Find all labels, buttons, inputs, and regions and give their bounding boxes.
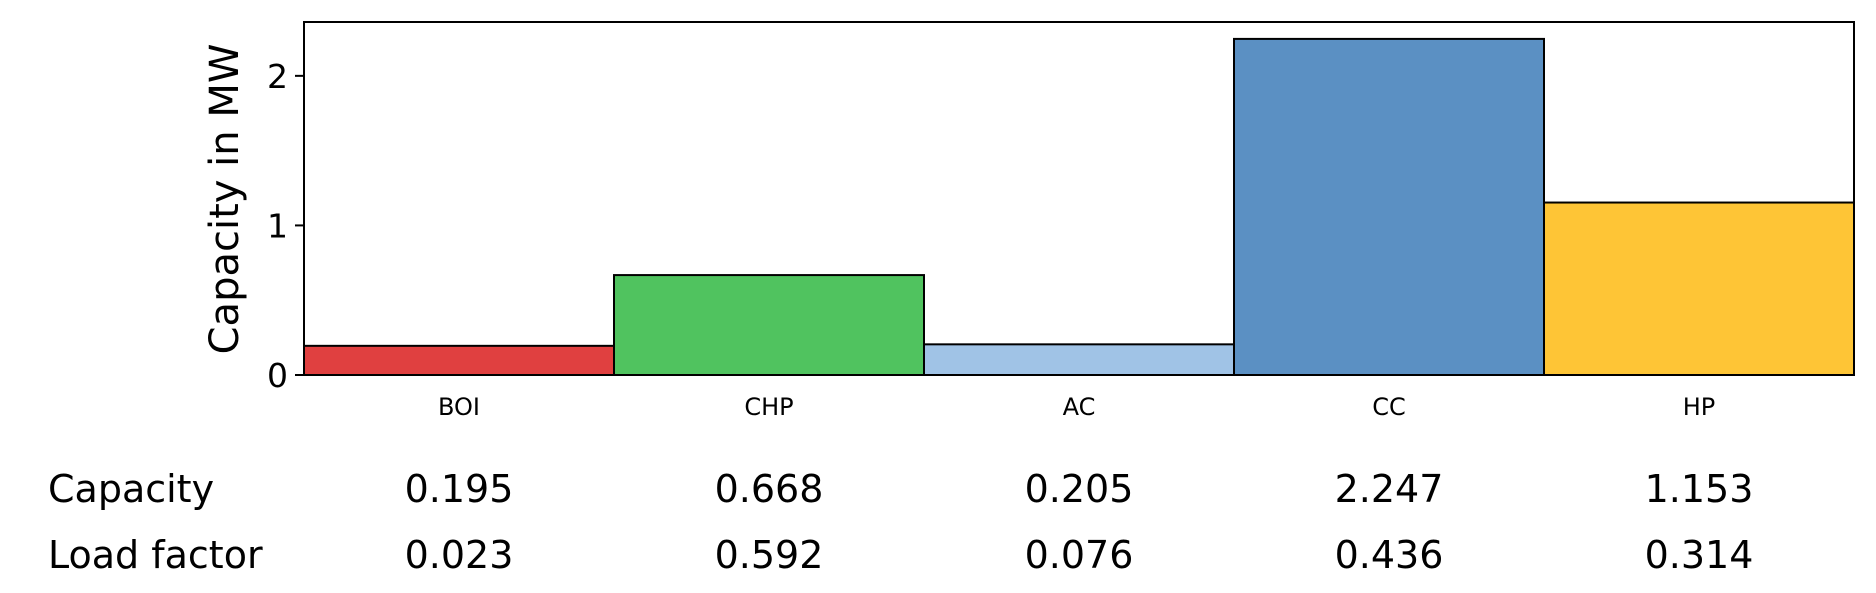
table-cell: 0.076 — [1025, 533, 1134, 577]
bar-boi — [303, 344, 615, 377]
table-cell: 0.205 — [1025, 467, 1134, 511]
bars-group — [303, 37, 1855, 377]
plot-frame — [303, 21, 1855, 376]
x-tick-label-cc: CC — [1372, 393, 1406, 421]
table-cell: 0.023 — [405, 533, 514, 577]
table-cell: 2.247 — [1335, 467, 1444, 511]
table-cell: 0.436 — [1335, 533, 1444, 577]
x-tick-label-boi: BOI — [438, 393, 480, 421]
table-row-label: Capacity — [48, 467, 214, 511]
table-cell: 0.668 — [715, 467, 824, 511]
x-tick-label-chp: CHP — [744, 393, 793, 421]
y-tick-label: 0 — [267, 356, 288, 395]
table-cell: 0.195 — [405, 467, 514, 511]
bar-chp — [613, 274, 925, 376]
x-tick-label-ac: AC — [1063, 393, 1096, 421]
x-tick-label-hp: HP — [1683, 393, 1716, 421]
bar-hp — [1543, 201, 1855, 376]
table-row-label: Load factor — [48, 533, 263, 577]
y-axis-ticks: 0 1 2 — [267, 57, 304, 395]
x-axis-ticks: BOI CHP AC CC HP — [438, 393, 1715, 421]
bar-ac — [923, 343, 1235, 376]
table-cell: 0.592 — [715, 533, 824, 577]
table-cell: 1.153 — [1645, 467, 1754, 511]
data-table: Capacity 0.195 0.668 0.205 2.247 1.153 Load fa… — [48, 467, 1753, 577]
table-cell: 0.314 — [1645, 533, 1754, 577]
y-tick-label: 2 — [267, 57, 288, 96]
bar-cc — [1233, 37, 1545, 376]
y-axis-label: Capacity in MW — [202, 44, 248, 355]
y-tick-label: 1 — [267, 206, 288, 245]
